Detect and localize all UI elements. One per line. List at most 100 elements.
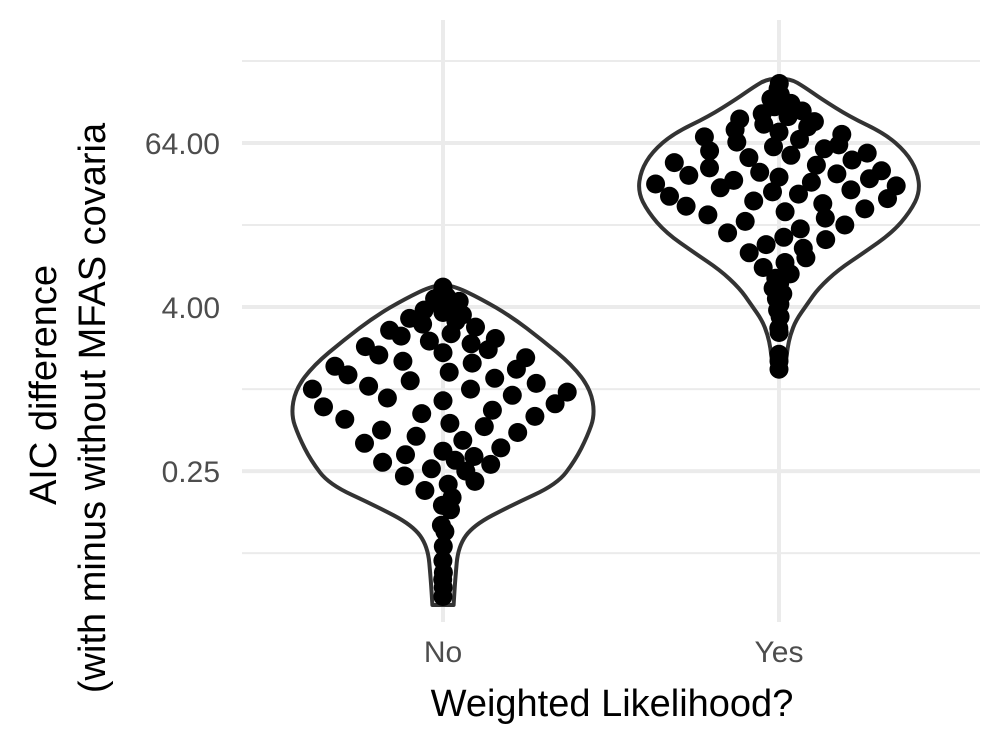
data-point-yes bbox=[756, 235, 776, 255]
data-point-yes bbox=[764, 137, 783, 157]
data-point-no bbox=[502, 385, 522, 405]
data-point-yes bbox=[872, 161, 891, 181]
data-point-yes bbox=[679, 165, 699, 185]
data-point-no bbox=[335, 409, 355, 429]
data-point-no bbox=[355, 433, 374, 453]
data-point-no bbox=[433, 391, 453, 411]
data-point-yes bbox=[806, 155, 826, 175]
data-point-no bbox=[393, 351, 413, 371]
x-axis-title: Weighted Likelihood? bbox=[431, 683, 794, 725]
data-point-no bbox=[461, 334, 481, 354]
data-point-no bbox=[439, 362, 459, 382]
data-point-no bbox=[438, 474, 458, 494]
data-point-yes bbox=[841, 180, 861, 200]
data-point-yes bbox=[835, 215, 855, 235]
data-point-no bbox=[380, 320, 400, 340]
data-point-yes bbox=[700, 158, 719, 178]
data-point-yes bbox=[664, 153, 684, 173]
data-point-no bbox=[396, 445, 415, 465]
data-point-no bbox=[412, 404, 432, 424]
data-point-yes bbox=[774, 227, 794, 247]
data-point-yes bbox=[694, 127, 714, 147]
y-axis-title-line-1: AIC difference bbox=[23, 265, 65, 505]
data-point-no bbox=[516, 348, 536, 368]
data-point-yes bbox=[735, 211, 755, 231]
data-point-no bbox=[481, 454, 501, 474]
data-point-no bbox=[491, 438, 511, 458]
data-point-yes bbox=[724, 170, 744, 190]
data-point-yes bbox=[660, 186, 679, 206]
data-point-no bbox=[325, 356, 345, 376]
data-point-yes bbox=[816, 230, 836, 250]
data-point-yes bbox=[789, 184, 808, 204]
data-point-yes bbox=[827, 164, 847, 184]
data-point-no bbox=[526, 373, 546, 393]
data-point-no bbox=[373, 452, 393, 472]
y-axis-ticks: 0.25 4.00 64.00 bbox=[145, 128, 220, 489]
x-tick-label: Yes bbox=[755, 636, 804, 669]
data-point-no bbox=[462, 353, 482, 373]
x-axis-ticks: No Yes bbox=[424, 636, 804, 669]
data-point-yes bbox=[801, 172, 821, 192]
data-point-no bbox=[419, 331, 439, 351]
data-point-yes bbox=[814, 139, 834, 159]
data-point-no bbox=[433, 277, 453, 297]
data-point-yes bbox=[753, 258, 773, 277]
x-tick-label: No bbox=[424, 636, 462, 669]
data-point-no bbox=[302, 379, 322, 399]
data-point-no bbox=[485, 368, 505, 388]
data-point-no bbox=[464, 447, 484, 466]
data-point-yes bbox=[763, 182, 782, 202]
data-point-yes bbox=[842, 150, 862, 170]
data-point-no bbox=[508, 423, 528, 442]
data-point-no bbox=[415, 481, 435, 500]
data-point-no bbox=[394, 466, 414, 486]
data-point-yes bbox=[718, 223, 738, 243]
data-point-yes bbox=[775, 202, 795, 222]
data-point-no bbox=[433, 441, 453, 461]
data-point-yes bbox=[855, 199, 875, 219]
data-point-no bbox=[525, 406, 545, 426]
y-axis-title: AIC difference (with minus without MFAS … bbox=[23, 122, 114, 693]
data-point-no bbox=[482, 400, 502, 420]
y-axis-title-line-2: (with minus without MFAS covaria bbox=[72, 122, 114, 693]
y-tick-label: 0.25 bbox=[162, 456, 220, 489]
y-tick-label: 64.00 bbox=[145, 128, 220, 161]
data-point-no bbox=[433, 343, 453, 363]
data-point-no bbox=[400, 308, 420, 328]
data-point-no bbox=[433, 536, 453, 556]
data-point-yes bbox=[739, 243, 759, 263]
data-point-yes bbox=[769, 74, 789, 93]
data-point-yes bbox=[739, 148, 759, 168]
data-point-no bbox=[359, 376, 379, 396]
data-point-yes bbox=[750, 162, 770, 182]
data-point-yes bbox=[793, 238, 813, 258]
data-point-no bbox=[433, 551, 453, 571]
data-point-no bbox=[431, 515, 451, 535]
data-point-yes bbox=[886, 176, 906, 196]
data-point-yes bbox=[813, 194, 833, 214]
data-point-no bbox=[461, 379, 480, 399]
data-point-no bbox=[421, 459, 441, 479]
data-point-yes bbox=[646, 174, 666, 194]
data-points bbox=[302, 74, 906, 606]
gridlines bbox=[242, 20, 980, 622]
data-point-yes bbox=[769, 344, 789, 364]
data-point-no bbox=[355, 337, 375, 357]
data-point-yes bbox=[857, 143, 877, 163]
data-point-yes bbox=[769, 167, 789, 187]
data-point-no bbox=[440, 413, 460, 433]
data-point-no bbox=[314, 397, 333, 417]
data-point-no bbox=[474, 417, 494, 437]
data-point-no bbox=[406, 426, 426, 446]
data-point-no bbox=[377, 388, 397, 408]
data-point-no bbox=[485, 329, 505, 348]
data-point-no bbox=[557, 382, 577, 402]
data-point-yes bbox=[775, 253, 795, 272]
data-point-yes bbox=[766, 268, 786, 288]
data-point-no bbox=[400, 371, 420, 391]
data-point-no bbox=[466, 317, 485, 337]
data-point-no bbox=[372, 420, 391, 440]
